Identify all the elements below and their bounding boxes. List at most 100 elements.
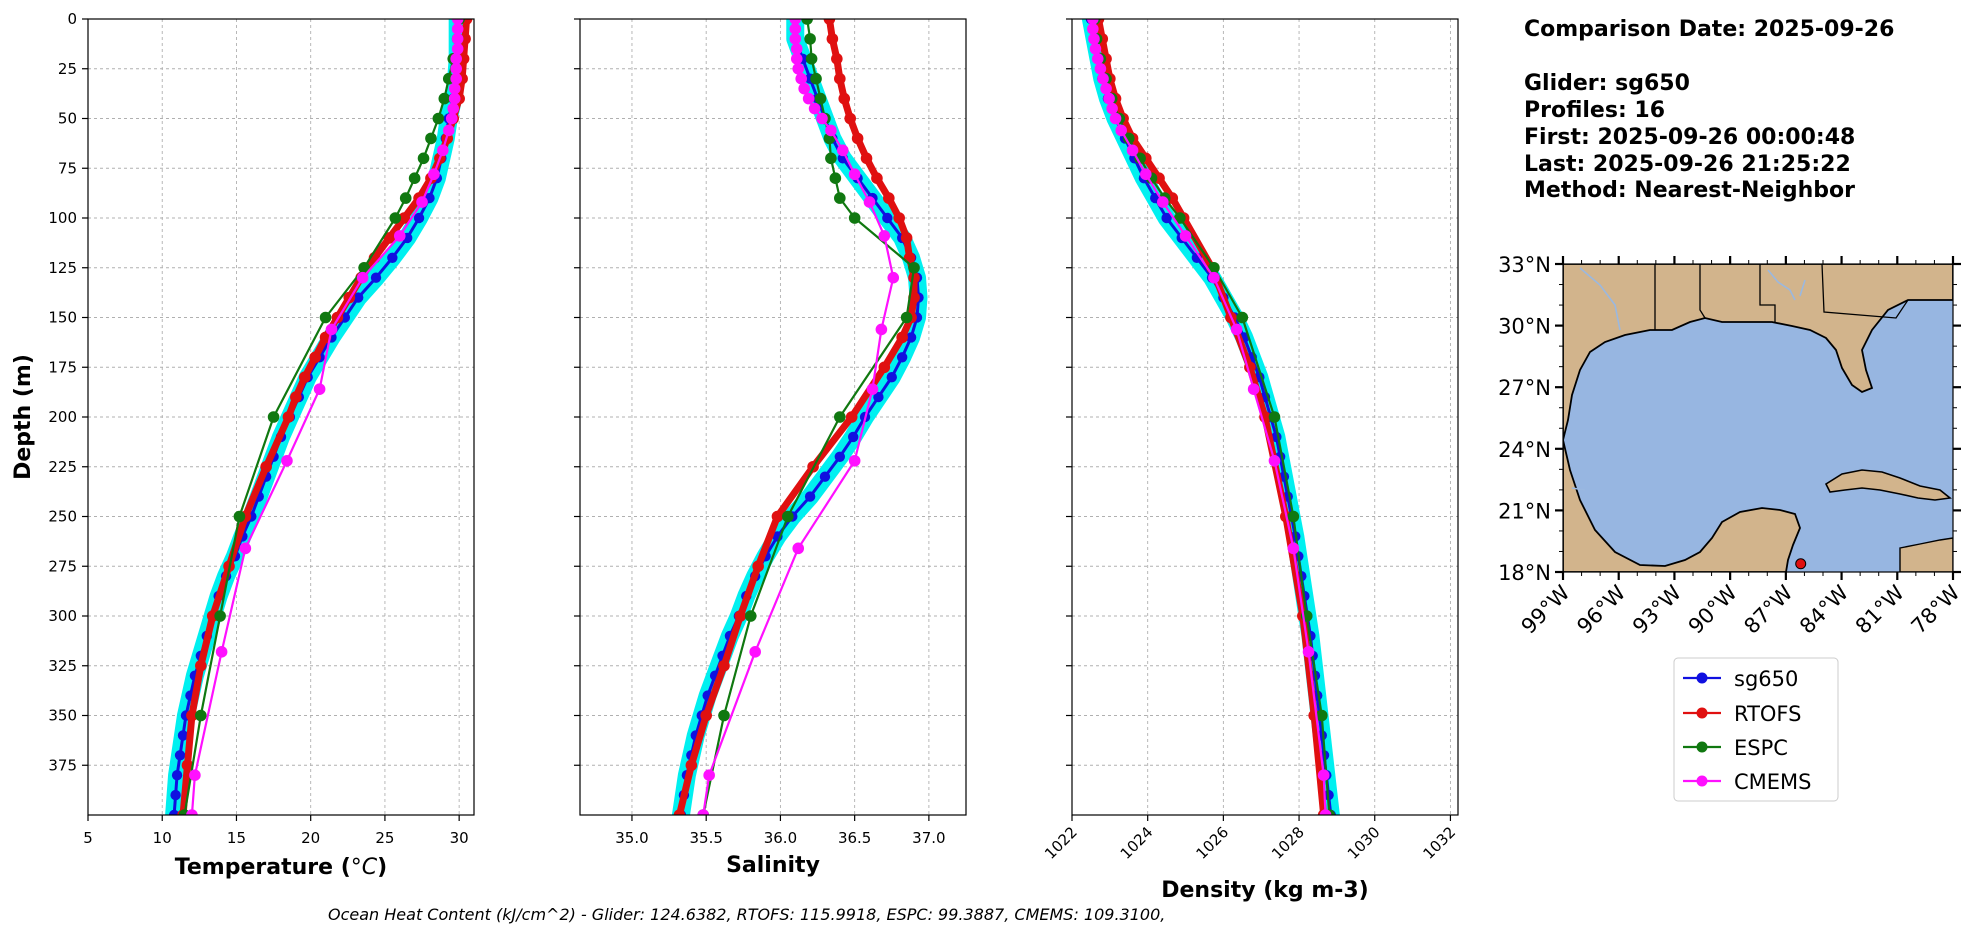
data-point-espc xyxy=(834,192,846,204)
data-point-espc xyxy=(814,92,827,105)
data-point-espc xyxy=(214,610,226,622)
data-point-espc xyxy=(432,112,445,125)
data-point-cmems xyxy=(790,43,803,55)
data-point-rtofs xyxy=(831,53,843,65)
data-point-cmems xyxy=(1091,53,1104,65)
data-point-cmems xyxy=(451,33,464,45)
data-point-espc xyxy=(825,152,837,165)
data-point-rtofs xyxy=(845,411,858,423)
data-point-sg650 xyxy=(177,730,189,741)
data-point-cmems xyxy=(795,72,808,85)
data-point-cmems xyxy=(442,124,455,137)
data-point-cmems xyxy=(1097,72,1109,85)
y-tick-label: 325 xyxy=(48,657,77,675)
x-tick-label: 1024 xyxy=(1117,823,1157,863)
data-point-cmems xyxy=(1087,19,1099,25)
data-point-rtofs xyxy=(186,709,198,722)
data-point-rtofs xyxy=(685,759,698,772)
salinity-panel: 35.0 35.5 36.0 36.5 37.0 Salinity xyxy=(574,18,967,878)
info-first: First: 2025-09-26 00:00:48 xyxy=(1524,125,1855,150)
data-point-sg650 xyxy=(819,471,831,482)
data-point-espc xyxy=(417,152,430,165)
density-axis-label: Density (kg m-3) xyxy=(1161,878,1369,903)
data-point-espc xyxy=(438,92,451,105)
data-point-cmems xyxy=(1109,112,1122,125)
lon-tick-label: 81°W xyxy=(1851,580,1909,638)
data-point-espc xyxy=(358,261,370,274)
data-point-rtofs xyxy=(834,72,846,85)
data-point-cmems xyxy=(448,92,461,105)
data-point-cmems xyxy=(215,646,228,658)
data-point-cmems xyxy=(878,230,891,242)
data-point-cmems xyxy=(808,102,821,115)
salinity-axis-label: Salinity xyxy=(726,853,820,878)
legend-entry-sg650: sg650 xyxy=(1683,667,1798,691)
legend-label-sg650: sg650 xyxy=(1734,667,1798,691)
temperature-axis-label: Temperature (°C) xyxy=(175,855,387,880)
x-tick-label: 35.5 xyxy=(689,829,722,847)
data-point-cmems xyxy=(1208,271,1220,284)
x-tick-label: 37.0 xyxy=(912,829,945,847)
data-point-cmems xyxy=(451,23,464,35)
lat-tick-label: 27°N xyxy=(1498,376,1551,400)
x-tick-label: 1022 xyxy=(1041,823,1081,863)
data-point-cmems xyxy=(450,72,462,85)
x-tick-label: 5 xyxy=(83,829,93,847)
data-point-cmems xyxy=(1106,102,1118,115)
data-point-cmems xyxy=(451,19,464,25)
y-tick-label: 200 xyxy=(48,408,77,426)
data-point-cmems xyxy=(448,82,461,95)
y-tick-label: 150 xyxy=(48,309,77,327)
data-point-cmems xyxy=(697,809,710,815)
y-tick-label: 350 xyxy=(48,707,77,725)
data-point-cmems xyxy=(848,168,861,181)
x-tick-label: 36.0 xyxy=(764,829,797,847)
depth-axis-label: Depth (m) xyxy=(11,354,36,480)
data-point-espc xyxy=(900,311,913,324)
data-point-espc xyxy=(801,19,813,25)
data-point-espc xyxy=(805,53,818,65)
map-inset: 99°W96°W93°W90°W87°W84°W81°W78°W 33°N 30°N… xyxy=(1498,253,1965,639)
data-point-sg650 xyxy=(882,212,893,224)
legend-entry-cmems: CMEMS xyxy=(1683,770,1812,794)
data-point-rtofs xyxy=(298,371,311,384)
data-point-rtofs xyxy=(290,391,302,403)
data-point-cmems xyxy=(1157,196,1169,208)
data-point-rtofs xyxy=(181,759,194,772)
lat-tick-label: 21°N xyxy=(1498,499,1551,523)
data-point-sg650 xyxy=(168,809,180,815)
data-point-espc xyxy=(389,212,402,224)
data-point-cmems xyxy=(798,82,810,95)
data-point-espc xyxy=(1208,261,1220,274)
data-point-sg650 xyxy=(174,750,186,761)
map-frame xyxy=(1562,263,1954,573)
data-point-cmems xyxy=(1126,144,1139,157)
salinity-axes-frame xyxy=(579,18,967,816)
data-point-cmems xyxy=(792,542,805,555)
data-point-cmems xyxy=(416,196,428,208)
data-point-cmems xyxy=(281,454,293,467)
data-point-rtofs xyxy=(878,361,891,374)
info-glider: Glider: sg650 xyxy=(1524,71,1690,96)
x-tick-label: 1032 xyxy=(1420,823,1460,863)
data-point-cmems xyxy=(1103,92,1115,105)
series-line-espc xyxy=(183,19,461,815)
data-point-rtofs xyxy=(883,192,895,204)
data-point-espc xyxy=(848,212,861,224)
data-point-rtofs xyxy=(823,19,836,25)
data-point-cmems xyxy=(1087,23,1099,35)
legend-frame xyxy=(1673,657,1839,802)
temperature-panel: 0 25 50 75 100 125 150 175 200 225 250 275 300 325 350… xyxy=(11,10,475,880)
data-point-cmems xyxy=(789,33,802,45)
y-tick-label: 125 xyxy=(48,259,77,277)
data-point-rtofs xyxy=(896,331,908,344)
data-point-cmems xyxy=(863,196,876,208)
map-border-lines xyxy=(1654,264,1909,330)
density-panel: 1022 1024 1026 1028 1030 1032 Density (kg m-3… xyxy=(1041,18,1460,903)
lon-tick-label: 90°W xyxy=(1684,580,1742,638)
data-point-rtofs xyxy=(860,152,873,165)
data-point-espc xyxy=(1236,311,1249,324)
data-point-sg650 xyxy=(905,332,917,343)
info-profiles: Profiles: 16 xyxy=(1524,98,1665,123)
data-point-cmems xyxy=(789,19,802,25)
